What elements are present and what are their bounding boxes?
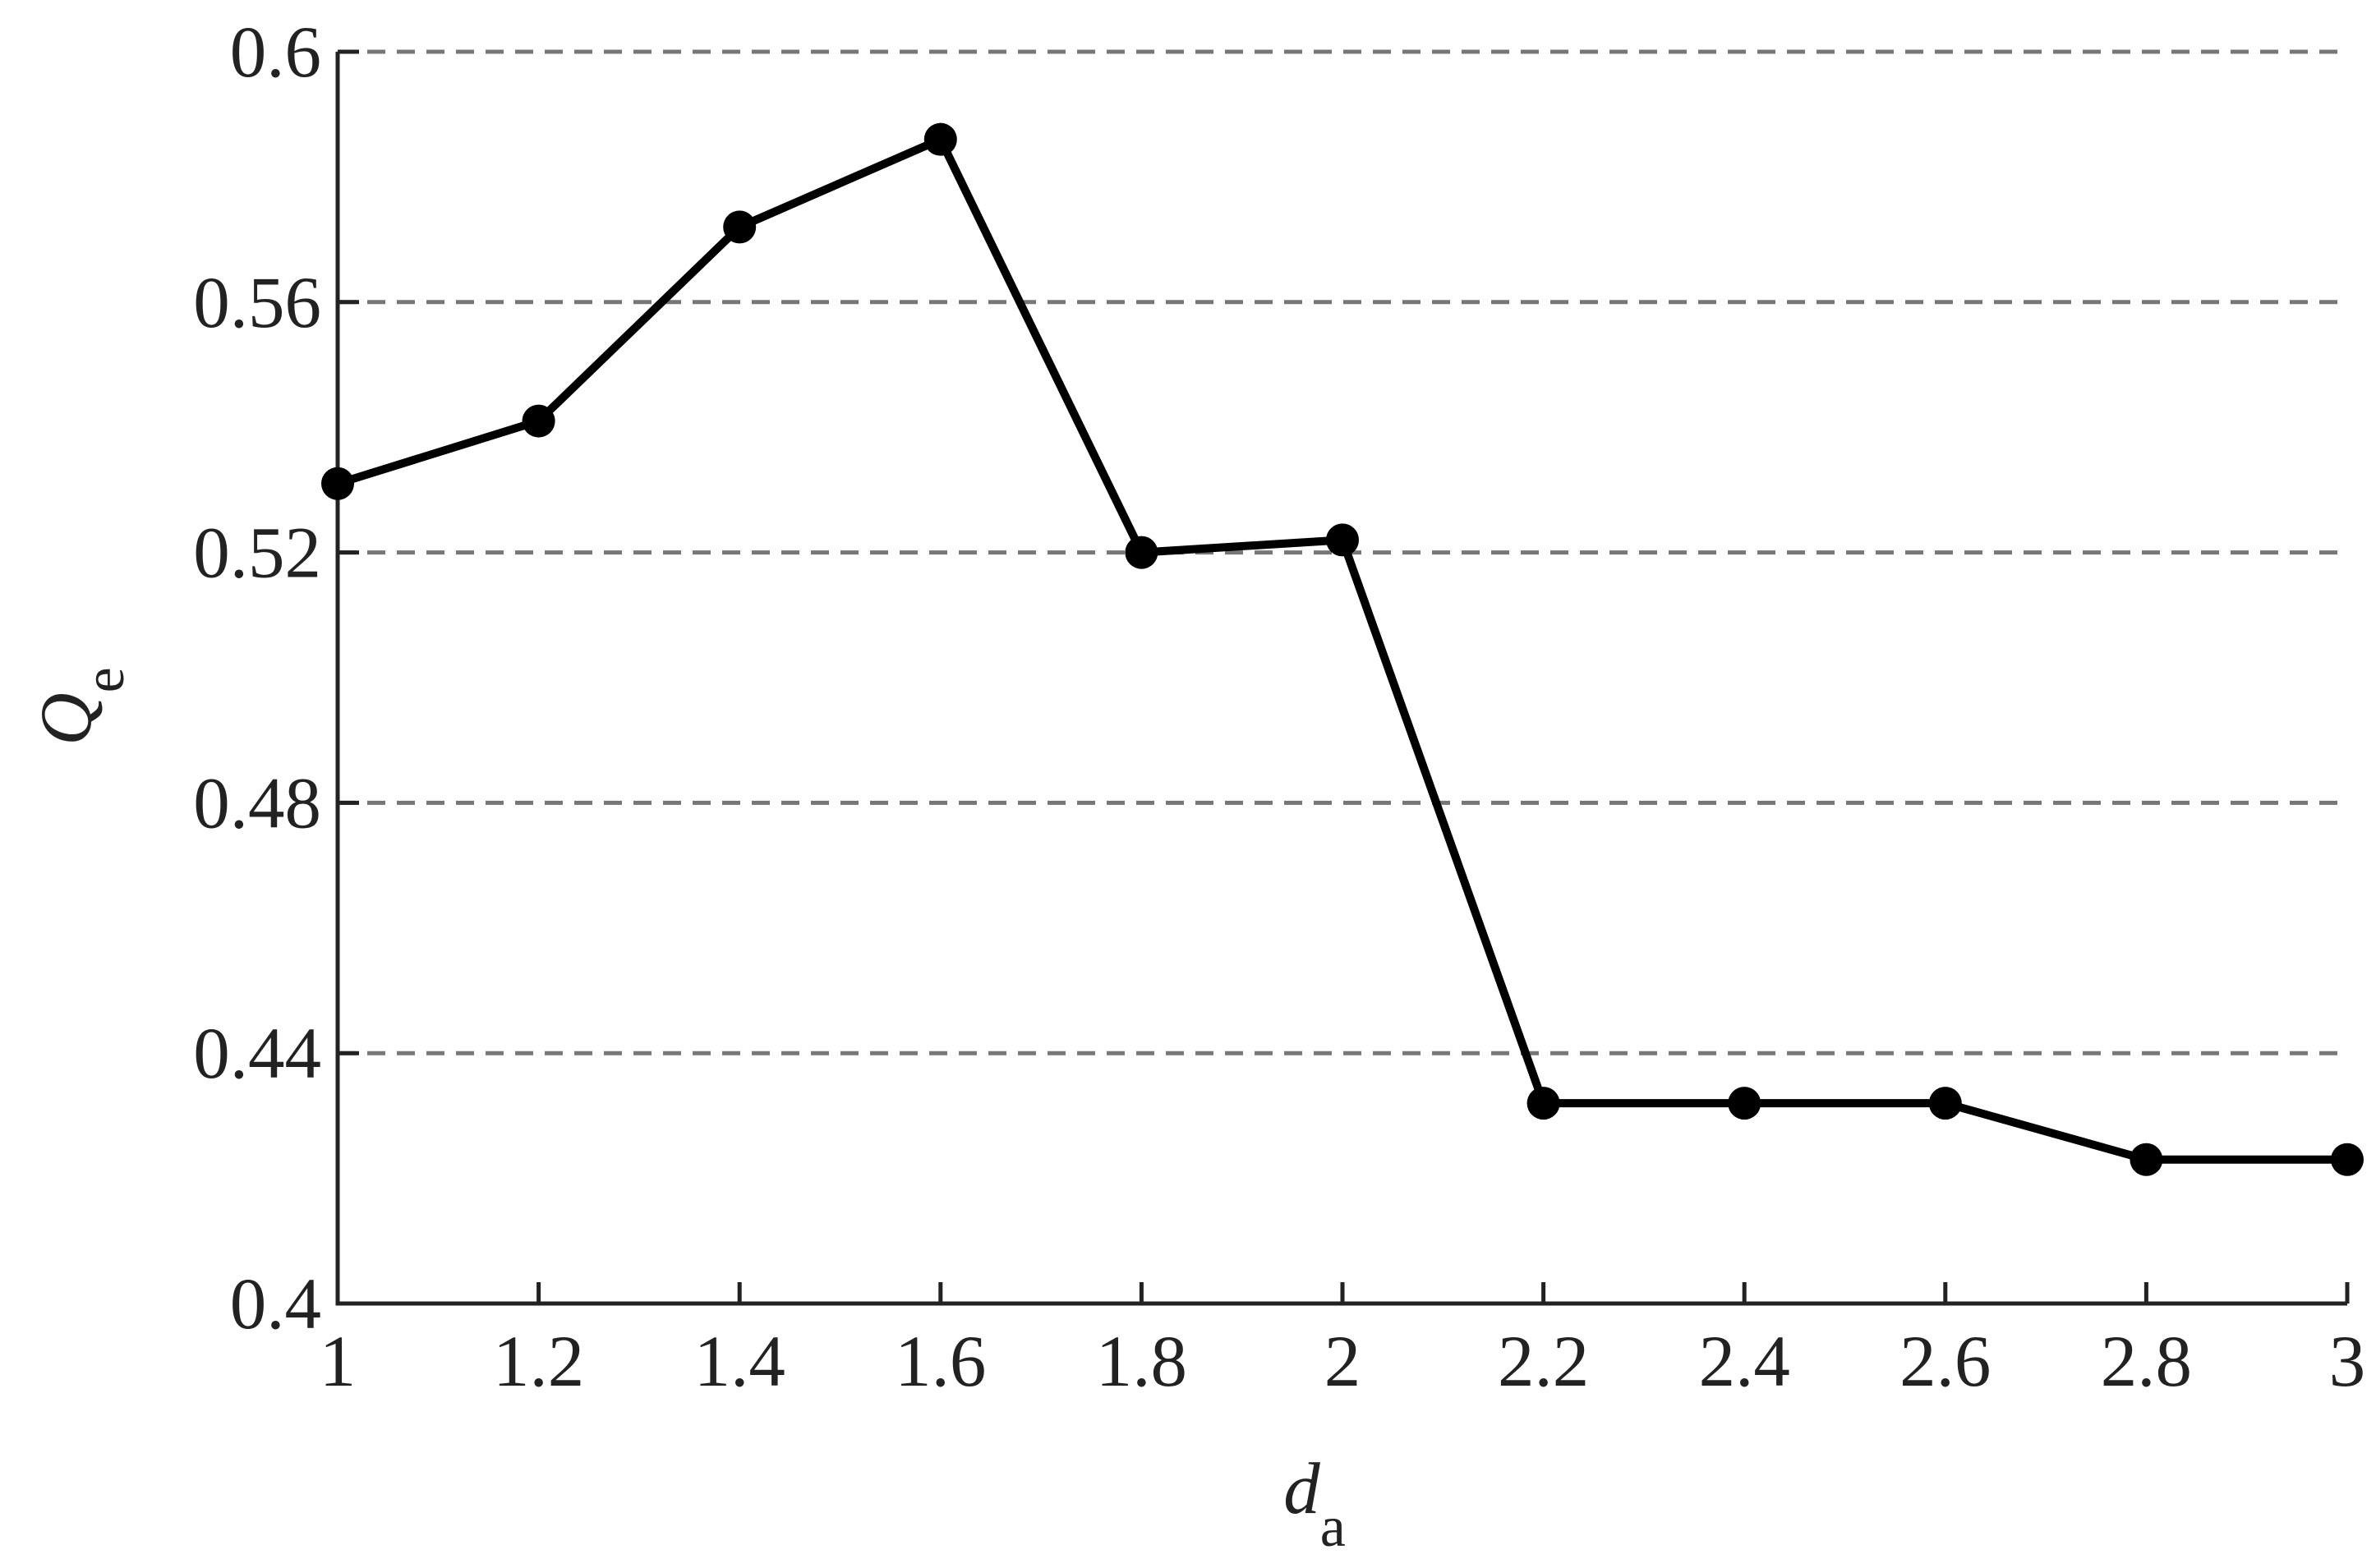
x-tick-label: 1.2: [493, 1322, 584, 1402]
y-tick-label: 0.52: [193, 513, 321, 594]
x-tick-label: 1.4: [694, 1322, 785, 1402]
y-axis-label: Qe: [26, 667, 136, 745]
x-tick-label: 1: [320, 1322, 357, 1402]
line: [336, 135, 2347, 1164]
y-axis-label-main: Q: [26, 692, 107, 745]
x-tick-label: 2.8: [2101, 1322, 2192, 1402]
marker: [1526, 1087, 1560, 1120]
marker: [723, 210, 757, 244]
x-tick-label: 2.6: [1899, 1322, 1991, 1402]
y-tick-label: 0.44: [193, 1014, 321, 1094]
x-tick-label: 2.4: [1699, 1322, 1790, 1402]
marker: [1125, 536, 1158, 569]
marker: [2130, 1143, 2163, 1176]
x-tick-label: 1.8: [1096, 1322, 1187, 1402]
marker: [522, 404, 555, 438]
axes: [335, 52, 2347, 1306]
x-tick-label: 1.6: [895, 1322, 986, 1402]
y-tick-label: 0.48: [193, 763, 321, 844]
x-axis-label: da: [1283, 1449, 1346, 1559]
y-axis-label-sub: e: [73, 667, 136, 692]
marker: [321, 467, 354, 500]
y-tick-label: 0.56: [193, 263, 321, 343]
marker: [923, 122, 957, 156]
x-axis-label-main: d: [1283, 1449, 1320, 1529]
x-tick-label: 2: [1324, 1322, 1361, 1402]
marker: [1928, 1087, 1962, 1120]
x-tick-label: 2.2: [1498, 1322, 1589, 1402]
x-tick-label: 3: [2329, 1322, 2366, 1402]
x-axis-label-sub: a: [1320, 1496, 1346, 1559]
marker: [2331, 1143, 2364, 1176]
marker: [1326, 523, 1359, 557]
marker: [1728, 1087, 1761, 1120]
y-tick-label: 0.4: [230, 1264, 321, 1345]
y-tick-label: 0.6: [230, 12, 321, 93]
